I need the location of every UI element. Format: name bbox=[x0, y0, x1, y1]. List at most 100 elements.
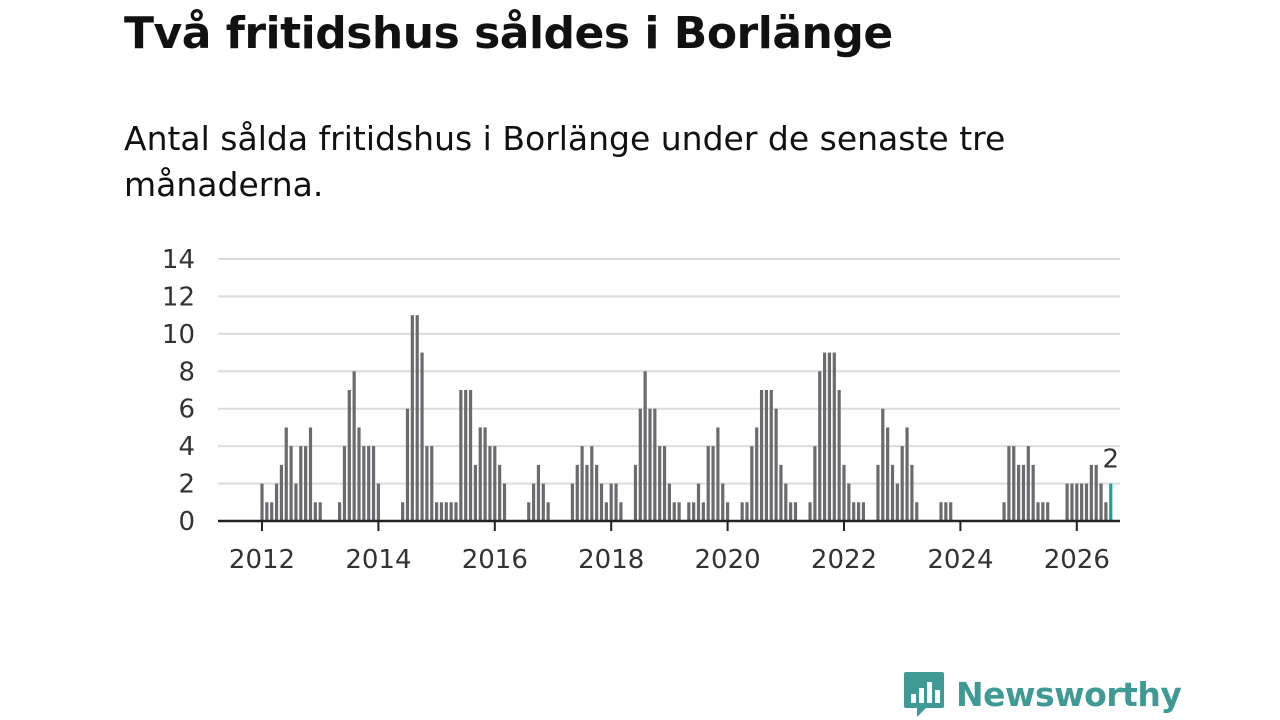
bar bbox=[1031, 464, 1035, 521]
axes: 0 2 4 6 8 10 12 14 2 2012 2014 2016 2018 2020 2022 2024… bbox=[162, 245, 1120, 575]
bar bbox=[711, 446, 715, 521]
bar bbox=[900, 446, 904, 521]
newsworthy-chart-bubble-icon bbox=[904, 672, 944, 717]
bar bbox=[818, 371, 822, 521]
bar bbox=[823, 352, 827, 521]
y-tick-label: 10 bbox=[162, 320, 195, 350]
bar bbox=[638, 408, 642, 521]
bar bbox=[1002, 502, 1006, 521]
bar bbox=[847, 483, 851, 521]
bar bbox=[648, 408, 652, 521]
bar bbox=[468, 390, 473, 521]
bar bbox=[425, 446, 429, 521]
x-tick-label: 2018 bbox=[578, 545, 644, 575]
bar bbox=[304, 446, 308, 521]
bar bbox=[415, 315, 419, 521]
bar bbox=[498, 464, 502, 521]
bar bbox=[488, 446, 492, 521]
bar bbox=[279, 464, 283, 521]
bar bbox=[808, 502, 812, 521]
bar bbox=[449, 502, 453, 521]
bar bbox=[464, 390, 468, 521]
bar bbox=[876, 464, 880, 521]
bar bbox=[371, 446, 376, 521]
bar bbox=[1021, 464, 1026, 521]
bar bbox=[483, 427, 487, 521]
bar bbox=[856, 502, 861, 521]
bar bbox=[852, 502, 856, 521]
bar bbox=[352, 371, 356, 521]
bar bbox=[706, 446, 710, 521]
y-tick-label: 0 bbox=[178, 507, 195, 537]
bar bbox=[716, 427, 720, 521]
y-tick-label: 8 bbox=[178, 357, 195, 387]
bar bbox=[653, 408, 657, 521]
bar bbox=[294, 483, 298, 521]
bar bbox=[502, 483, 507, 521]
bar bbox=[726, 502, 730, 521]
bar bbox=[721, 483, 725, 521]
bar bbox=[827, 352, 832, 521]
bar bbox=[696, 483, 701, 521]
bar bbox=[1007, 446, 1011, 521]
bar bbox=[1104, 502, 1108, 521]
bar bbox=[541, 483, 545, 521]
bar bbox=[342, 446, 347, 521]
x-tick-label: 2024 bbox=[927, 545, 993, 575]
bar bbox=[842, 464, 846, 521]
bar bbox=[658, 446, 662, 521]
bar bbox=[886, 427, 890, 521]
bar bbox=[459, 390, 463, 521]
bar bbox=[1017, 464, 1021, 521]
bar bbox=[789, 502, 793, 521]
bar bbox=[895, 483, 899, 521]
bar bbox=[274, 483, 279, 521]
brand-name: Newsworthy bbox=[956, 674, 1182, 714]
bar bbox=[905, 427, 909, 521]
bar bbox=[439, 502, 444, 521]
bar bbox=[435, 502, 439, 521]
bar bbox=[881, 408, 885, 521]
bar bbox=[677, 502, 681, 521]
bar bbox=[318, 502, 322, 521]
bar bbox=[1089, 464, 1093, 521]
newsworthy-logo: Newsworthy bbox=[902, 670, 1182, 718]
y-tick-label: 6 bbox=[178, 395, 195, 425]
bar bbox=[493, 446, 497, 521]
x-tick-label: 2012 bbox=[229, 545, 295, 575]
bar bbox=[779, 464, 783, 521]
bar-highlight bbox=[1109, 483, 1113, 521]
x-tick-label: 2026 bbox=[1044, 545, 1110, 575]
bar bbox=[420, 352, 424, 521]
bar bbox=[939, 502, 943, 521]
bar bbox=[604, 502, 608, 521]
bar bbox=[750, 446, 754, 521]
bar bbox=[774, 408, 778, 521]
bar bbox=[784, 483, 788, 521]
bar bbox=[910, 464, 914, 521]
y-tick-label: 12 bbox=[162, 282, 195, 312]
bar bbox=[289, 446, 293, 521]
bar bbox=[837, 390, 841, 521]
bar bbox=[861, 502, 865, 521]
bar-chart: 0 2 4 6 8 10 12 14 2 2012 2014 2016 2018 2020 2022 2024… bbox=[162, 245, 1120, 575]
bar bbox=[764, 390, 768, 521]
bar bbox=[590, 446, 594, 521]
bar bbox=[740, 502, 744, 521]
bar bbox=[357, 427, 361, 521]
bar bbox=[949, 502, 953, 521]
bar bbox=[619, 502, 623, 521]
bar bbox=[1065, 483, 1069, 521]
bar bbox=[585, 464, 589, 521]
bar bbox=[1075, 483, 1079, 521]
bar bbox=[532, 483, 536, 521]
bar bbox=[454, 502, 458, 521]
bar bbox=[401, 502, 405, 521]
bar bbox=[692, 502, 696, 521]
bar bbox=[284, 427, 288, 521]
bar bbox=[1036, 502, 1040, 521]
x-tick-label: 2014 bbox=[345, 545, 411, 575]
bar bbox=[687, 502, 691, 521]
bar bbox=[546, 502, 550, 521]
bar bbox=[575, 464, 579, 521]
